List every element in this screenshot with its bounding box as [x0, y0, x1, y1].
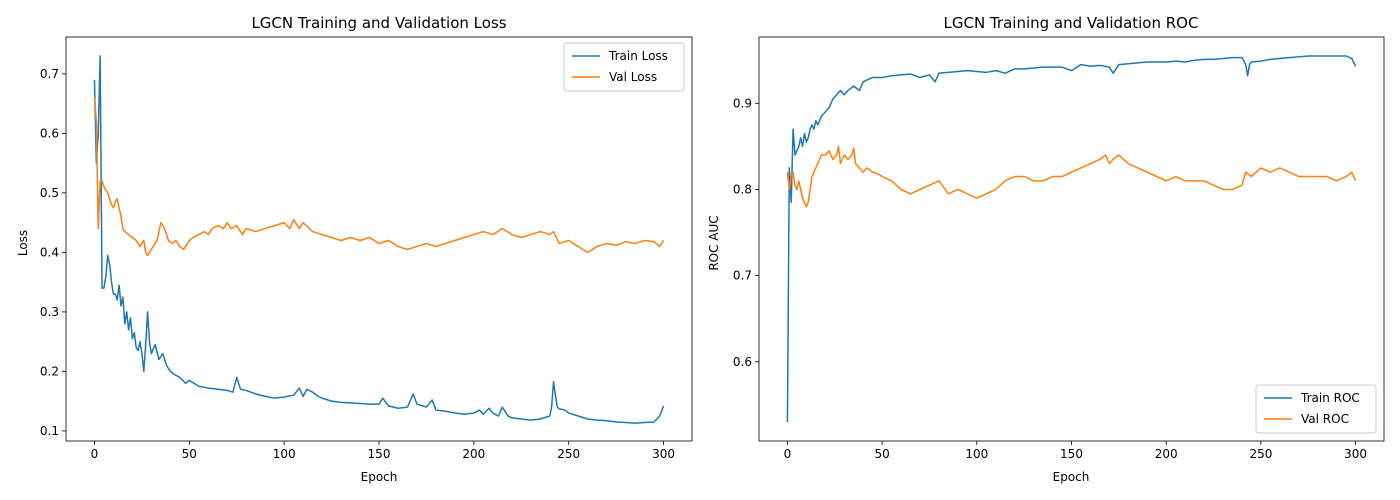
roc-legend-label: Val ROC [1301, 412, 1349, 426]
loss-series-line-val [93, 97, 665, 257]
roc-x-tick-label: 200 [1155, 447, 1178, 461]
roc-legend-box [1255, 384, 1377, 434]
loss-x-tick-label: 250 [557, 447, 580, 461]
roc-chart-xlabel: Epoch [1053, 470, 1090, 484]
loss-y-tick-label: 0.3 [40, 305, 59, 319]
loss-axes-frame [65, 36, 693, 442]
roc-series-line-val [786, 145, 1357, 208]
roc-y-tick-label: 0.7 [733, 269, 752, 283]
roc-x-tick-label: 100 [965, 447, 988, 461]
loss-y-tick-label: 0.6 [40, 126, 59, 140]
roc-chart-ylabel: ROC AUC [707, 215, 721, 270]
loss-y-tick-label: 0.4 [40, 245, 59, 259]
roc-x-tick-label: 50 [874, 447, 889, 461]
loss-y-tick-label: 0.5 [40, 186, 59, 200]
loss-x-tick-label: 300 [652, 447, 675, 461]
roc-y-tick-label: 0.8 [733, 182, 752, 196]
loss-x-tick-label: 200 [462, 447, 485, 461]
roc-y-tick-label: 0.9 [733, 96, 752, 110]
loss-x-tick-label: 50 [182, 447, 197, 461]
loss-chart: LGCN Training and Validation Loss Epoch … [16, 14, 693, 484]
loss-x-tick-label: 150 [368, 447, 391, 461]
loss-legend: Train Loss Val Loss [563, 42, 685, 92]
roc-x-tick-label: 150 [1060, 447, 1083, 461]
loss-y-tick-label: 0.1 [40, 424, 59, 438]
loss-series-line-train [93, 55, 665, 424]
loss-y-tick-label: 0.7 [40, 67, 59, 81]
loss-chart-title: LGCN Training and Validation Loss [251, 14, 506, 32]
loss-y-tick-label: 0.2 [40, 364, 59, 378]
roc-legend: Train ROC Val ROC [1255, 384, 1377, 434]
roc-axes-frame [758, 36, 1385, 442]
roc-legend-label: Train ROC [1300, 391, 1360, 405]
roc-x-tick-label: 300 [1344, 447, 1367, 461]
roc-x-tick-label: 250 [1249, 447, 1272, 461]
loss-chart-xlabel: Epoch [361, 470, 398, 484]
loss-x-tick-label: 0 [91, 447, 99, 461]
loss-x-tick-label: 100 [273, 447, 296, 461]
roc-chart: LGCN Training and Validation ROC Epoch R… [707, 14, 1385, 484]
loss-chart-ylabel: Loss [16, 230, 30, 256]
roc-y-tick-label: 0.6 [733, 355, 752, 369]
loss-legend-box [563, 42, 685, 92]
loss-legend-label: Val Loss [609, 70, 657, 84]
roc-series-line-train [786, 55, 1357, 423]
loss-legend-label: Train Loss [608, 49, 668, 63]
roc-chart-title: LGCN Training and Validation ROC [944, 14, 1199, 32]
roc-x-tick-label: 0 [784, 447, 792, 461]
